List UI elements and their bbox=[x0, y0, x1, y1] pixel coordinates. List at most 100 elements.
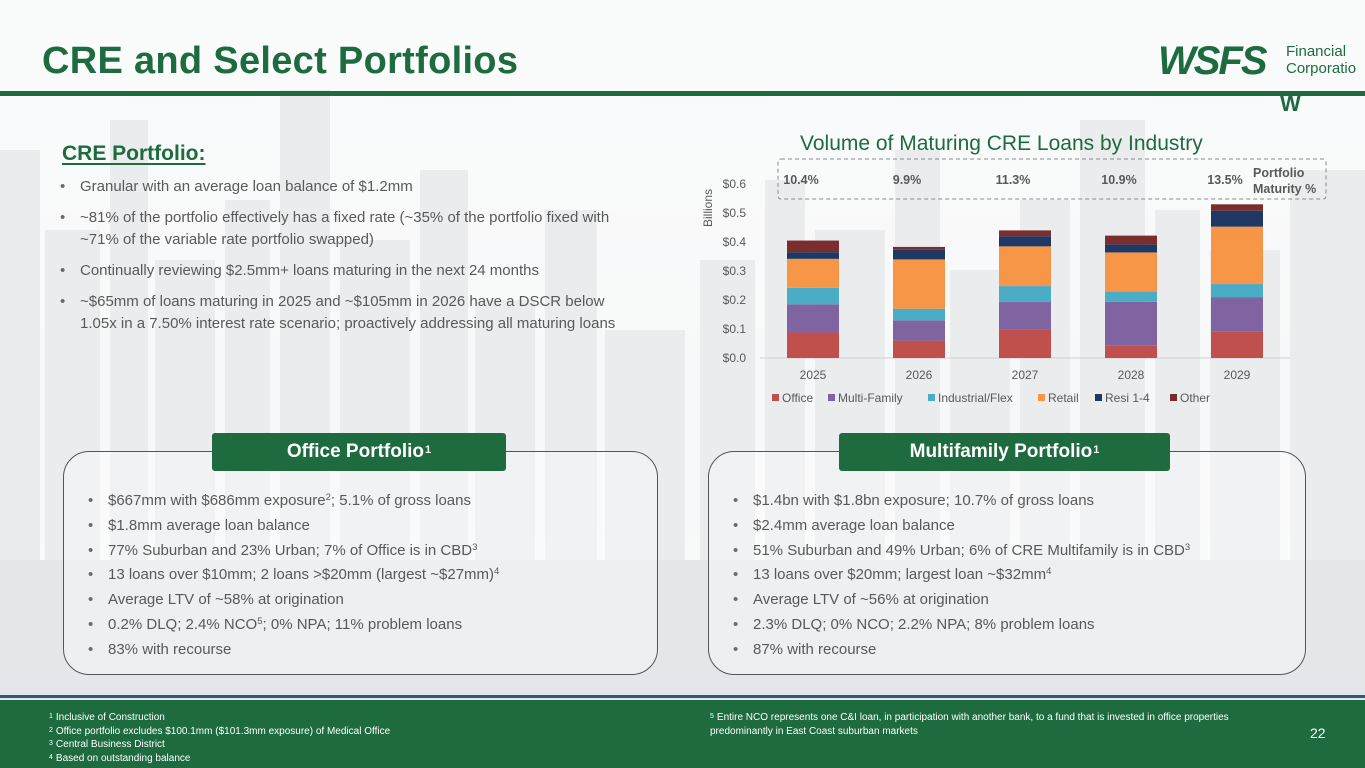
list-item: 83% with recourse bbox=[88, 638, 648, 663]
footnotes-left: 1 Inclusive of Construction 2 Office portfo… bbox=[49, 711, 390, 765]
list-item: 77% Suburban and 23% Urban; 7% of Office… bbox=[88, 539, 648, 564]
office-portfolio-title-footnote: 1 bbox=[425, 444, 432, 456]
maturity-pct-label: 13.5% bbox=[1207, 173, 1242, 187]
footnote-number: 5 bbox=[710, 713, 714, 720]
bar-segment-multi-family bbox=[893, 320, 945, 341]
list-item: Granular with an average loan balance of… bbox=[60, 176, 630, 198]
legend-swatch bbox=[1095, 394, 1102, 401]
footnote-text: Entire NCO represents one C&I loan, in p… bbox=[710, 712, 1229, 737]
list-item-text: $1.4bn with $1.8bn exposure; 10.7% of gr… bbox=[753, 492, 1095, 509]
page-title: CRE and Select Portfolios bbox=[42, 40, 519, 82]
footnote: 1 Inclusive of Construction bbox=[49, 711, 390, 725]
office-portfolio-title: Office Portfolio 1 bbox=[212, 433, 506, 471]
bar-segment-industrial-flex bbox=[1105, 291, 1157, 302]
bar-segment-other bbox=[1211, 204, 1263, 211]
y-tick-label: $0.5 bbox=[723, 206, 747, 220]
y-tick-label: $0.2 bbox=[723, 293, 747, 307]
legend-label: Retail bbox=[1048, 391, 1079, 405]
legend-swatch bbox=[1170, 394, 1177, 401]
maturing-loans-chart: Billions $0.0 $0.1 $0.2 $0.3 $0.4 $0.5 $0.6 2025… bbox=[701, 158, 1327, 405]
list-item-text: Average LTV of ~58% at origination bbox=[108, 591, 344, 609]
multifamily-portfolio-title: Multifamily Portfolio 1 bbox=[839, 433, 1170, 471]
logo-line1: Financial bbox=[1286, 43, 1346, 60]
bar-segment-multi-family bbox=[1211, 297, 1263, 332]
bar-segment-resi-1-4 bbox=[1105, 244, 1157, 253]
footnote-text: Central Business District bbox=[55, 739, 165, 751]
list-item-text: $1.8mm average loan balance bbox=[108, 516, 310, 534]
y-tick-label: $0.1 bbox=[723, 322, 747, 336]
footnote: 5 Entire NCO represents one C&I loan, in … bbox=[710, 711, 1250, 738]
bar-segment-resi-1-4 bbox=[893, 249, 945, 260]
maturity-pct-label: 10.4% bbox=[783, 173, 818, 187]
footnote-text: Office portfolio excludes $100.1mm ($101… bbox=[55, 725, 391, 737]
list-item-text: 51% Suburban and 49% Urban; 6% of CRE Mu… bbox=[753, 541, 1185, 559]
footnote-ref: 4 bbox=[494, 566, 500, 578]
list-item: 0.2% DLQ; 2.4% NCO5; 0% NPA; 11% problem… bbox=[88, 613, 648, 638]
x-tick-label: 2028 bbox=[1118, 368, 1145, 382]
bar-segment-retail bbox=[1105, 252, 1157, 292]
footnote-ref: 5 bbox=[257, 615, 263, 627]
footnote-number: 4 bbox=[49, 753, 53, 761]
maturity-pct-label: 11.3% bbox=[996, 173, 1031, 187]
list-item-text: 13 loans over $20mm; largest loan ~$32mm bbox=[753, 566, 1047, 584]
x-tick-label: 2029 bbox=[1224, 368, 1251, 382]
list-item: Continually reviewing $2.5mm+ loans matu… bbox=[60, 260, 630, 282]
bar-segment-office bbox=[1105, 345, 1157, 358]
header-rule bbox=[0, 91, 1365, 96]
list-item: $667mm with $686mm exposure2; 5.1% of gr… bbox=[88, 489, 648, 514]
list-item-text: 0.2% DLQ; 2.4% NCO bbox=[108, 615, 258, 633]
logo-monogram: W bbox=[1280, 91, 1301, 114]
bar-segment-retail bbox=[787, 258, 839, 288]
list-item-text: $667mm with $686mm exposure bbox=[108, 492, 326, 509]
bar-segment-office bbox=[787, 332, 839, 358]
logo-wordmark: WSFS bbox=[1158, 40, 1268, 83]
bar-segment-resi-1-4 bbox=[999, 236, 1051, 247]
bar-segment-other bbox=[1105, 235, 1157, 245]
bar-segment-industrial-flex bbox=[893, 308, 945, 321]
cre-portfolio-list: Granular with an average loan balance of… bbox=[60, 176, 630, 344]
list-item: 13 loans over $20mm; largest loan ~$32mm… bbox=[733, 563, 1293, 588]
footnote-number: 3 bbox=[49, 740, 53, 748]
maturity-label-line2: Maturity % bbox=[1253, 182, 1316, 196]
maturity-pct-label: 10.9% bbox=[1101, 173, 1136, 187]
legend-label: Industrial/Flex bbox=[938, 391, 1013, 405]
list-item: ~81% of the portfolio effectively has a … bbox=[60, 207, 630, 251]
list-item-text: 2.3% DLQ; 0% NCO; 2.2% NPA; 8% problem l… bbox=[753, 615, 1095, 633]
footnote-text: Inclusive of Construction bbox=[55, 712, 165, 723]
legend-label: Multi-Family bbox=[838, 391, 903, 405]
cre-portfolio-heading: CRE Portfolio: bbox=[62, 142, 206, 165]
legend-swatch bbox=[928, 394, 935, 401]
bar-segment-industrial-flex bbox=[787, 287, 839, 305]
footnote-ref: 3 bbox=[1184, 541, 1191, 553]
maturity-dashed-box bbox=[777, 158, 1327, 200]
footnote-number: 2 bbox=[49, 726, 53, 734]
list-item: Average LTV of ~58% at origination bbox=[88, 588, 648, 613]
bar-segment-multi-family bbox=[787, 304, 839, 333]
list-item: 87% with recourse bbox=[733, 638, 1293, 663]
footnote: 2 Office portfolio excludes $100.1mm ($10… bbox=[49, 725, 390, 739]
list-item-text-rest: ; 0% NPA; 11% problem loans bbox=[262, 615, 463, 633]
list-item: 13 loans over $10mm; 2 loans >$20mm (lar… bbox=[88, 563, 648, 588]
x-tick-label: 2025 bbox=[800, 368, 827, 382]
bar-segment-retail bbox=[893, 259, 945, 309]
logo-line2: Corporation bbox=[1286, 60, 1356, 77]
bar-segment-resi-1-4 bbox=[1211, 210, 1263, 227]
legend-label: Resi 1-4 bbox=[1105, 391, 1150, 405]
page-number: 22 bbox=[1310, 725, 1326, 741]
footnote-ref: 3 bbox=[472, 541, 478, 553]
legend-label: Other bbox=[1180, 391, 1210, 405]
y-tick-label: $0.6 bbox=[723, 177, 747, 191]
bar-segment-office bbox=[999, 329, 1051, 358]
list-item: Average LTV of ~56% at origination bbox=[733, 588, 1293, 613]
office-portfolio-title-text: Office Portfolio bbox=[286, 441, 425, 462]
bar-segment-industrial-flex bbox=[999, 286, 1051, 303]
y-tick-label: $0.3 bbox=[723, 264, 747, 278]
wsfs-logo: WSFS Financial Corporation W bbox=[1158, 40, 1356, 114]
footnote: 3 Central Business District bbox=[49, 738, 390, 752]
bar-segment-office bbox=[893, 340, 945, 358]
bar-segment-industrial-flex bbox=[1211, 284, 1263, 298]
bar-segment-resi-1-4 bbox=[787, 252, 839, 259]
footnote: 4 Based on outstanding balance bbox=[49, 752, 390, 766]
x-tick-label: 2027 bbox=[1012, 368, 1039, 382]
chart-title: Volume of Maturing CRE Loans by Industry bbox=[800, 132, 1203, 155]
